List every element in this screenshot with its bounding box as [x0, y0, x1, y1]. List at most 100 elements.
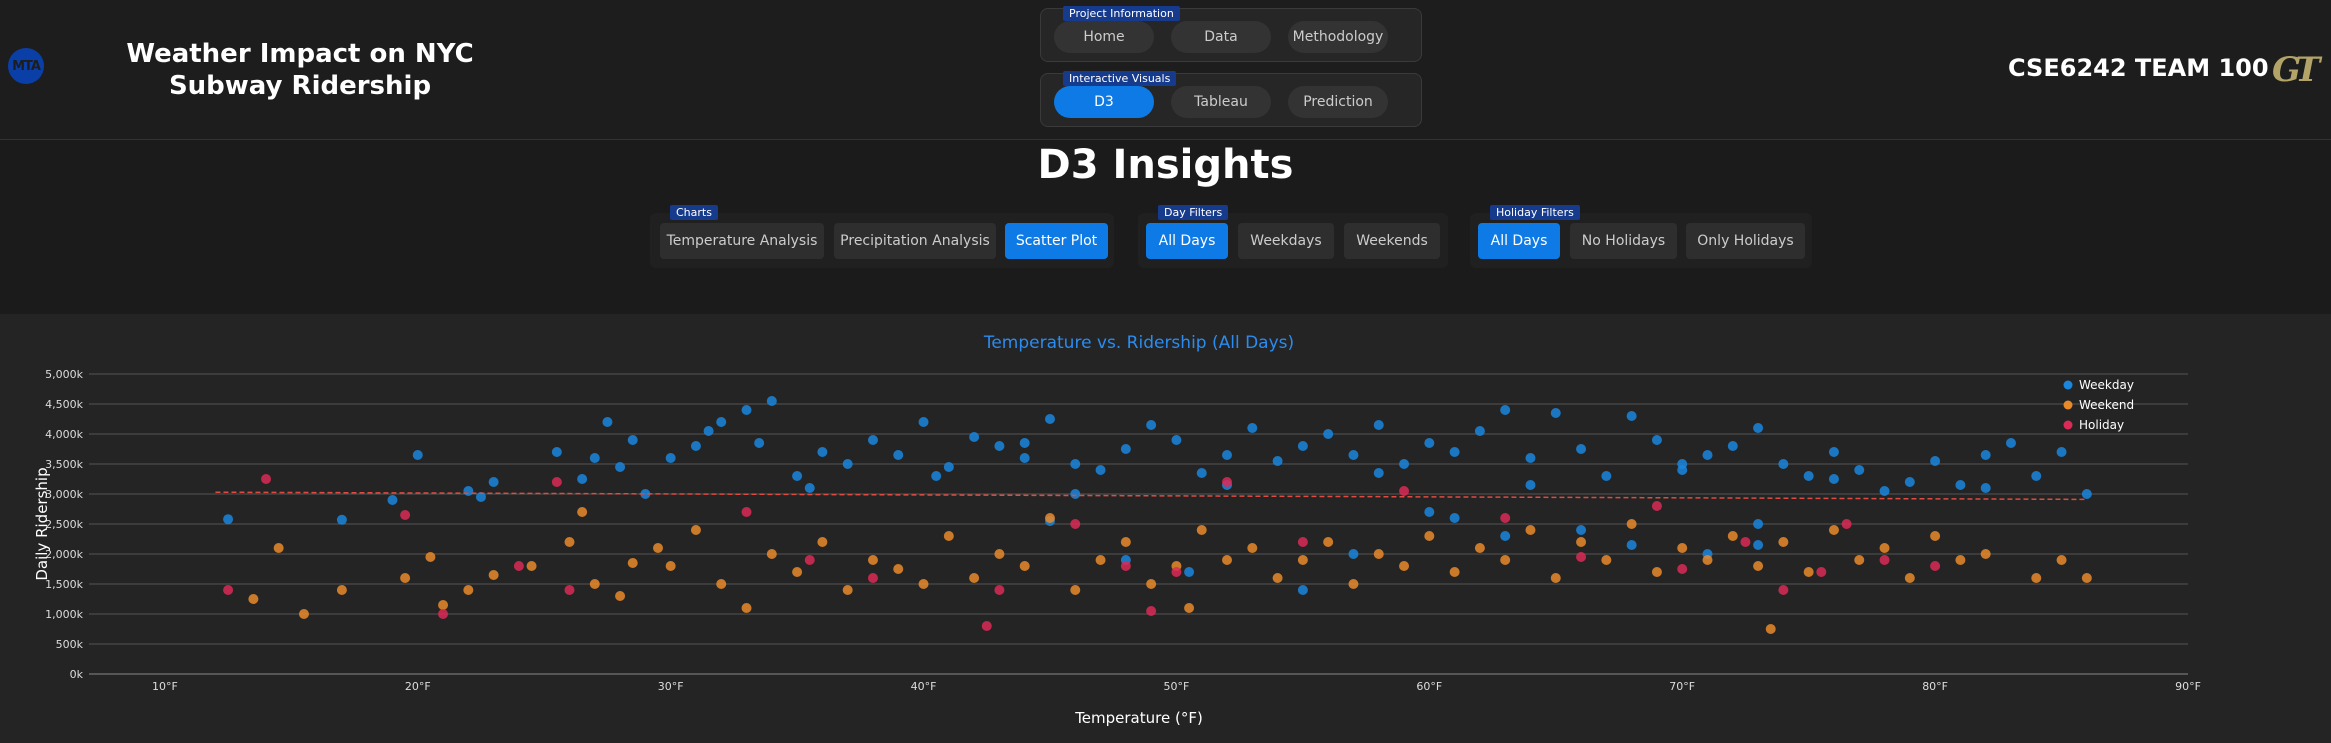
- weekend-point[interactable]: [438, 600, 449, 610]
- weekday-point[interactable]: [943, 462, 954, 472]
- weekday-point[interactable]: [412, 450, 423, 460]
- holiday-point[interactable]: [438, 609, 449, 619]
- weekend-point[interactable]: [336, 585, 347, 595]
- holiday-point[interactable]: [981, 621, 992, 631]
- weekend-point[interactable]: [1778, 537, 1789, 547]
- holiday-point[interactable]: [1778, 585, 1789, 595]
- weekend-point[interactable]: [918, 579, 929, 589]
- weekday-point[interactable]: [804, 483, 815, 493]
- weekday-point[interactable]: [1348, 450, 1359, 460]
- weekday-point[interactable]: [1626, 540, 1637, 550]
- weekday-point[interactable]: [1348, 549, 1359, 559]
- weekday-point[interactable]: [931, 471, 942, 481]
- weekday-point[interactable]: [665, 453, 676, 463]
- weekday-point[interactable]: [1171, 435, 1182, 445]
- weekend-point[interactable]: [2056, 555, 2067, 565]
- weekend-point[interactable]: [1601, 555, 1612, 565]
- weekday-point[interactable]: [1399, 459, 1410, 469]
- weekend-point[interactable]: [2031, 573, 2042, 583]
- holiday-point[interactable]: [261, 474, 272, 484]
- weekday-point[interactable]: [1803, 471, 1814, 481]
- weekend-point[interactable]: [627, 558, 638, 568]
- weekday-point[interactable]: [2056, 447, 2067, 457]
- nav-tableau-button[interactable]: Tableau: [1171, 86, 1271, 118]
- weekday-point[interactable]: [1323, 429, 1334, 439]
- weekday-point[interactable]: [1677, 465, 1688, 475]
- weekend-point[interactable]: [1955, 555, 1966, 565]
- weekday-point[interactable]: [1651, 435, 1662, 445]
- weekend-point[interactable]: [1120, 537, 1131, 547]
- weekday-point[interactable]: [1297, 441, 1308, 451]
- nav-data-button[interactable]: Data: [1171, 21, 1271, 53]
- weekend-point[interactable]: [1765, 624, 1776, 634]
- weekday-point[interactable]: [1272, 456, 1283, 466]
- weekday-point[interactable]: [1019, 453, 1030, 463]
- weekend-point[interactable]: [1500, 555, 1511, 565]
- weekday-point[interactable]: [1702, 450, 1713, 460]
- weekday-point[interactable]: [336, 514, 347, 525]
- weekend-point[interactable]: [943, 531, 954, 541]
- weekend-point[interactable]: [1449, 567, 1460, 577]
- weekday-point[interactable]: [716, 417, 727, 427]
- weekend-point[interactable]: [1196, 525, 1207, 535]
- weekday-point[interactable]: [627, 435, 638, 445]
- holiday-point[interactable]: [1222, 477, 1233, 487]
- weekend-point[interactable]: [653, 543, 664, 553]
- weekend-point[interactable]: [1854, 555, 1865, 565]
- weekday-point[interactable]: [1955, 480, 1966, 490]
- weekend-point[interactable]: [1095, 555, 1106, 565]
- weekend-point[interactable]: [248, 594, 259, 604]
- weekend-point[interactable]: [298, 609, 309, 619]
- weekend-point[interactable]: [1702, 555, 1713, 565]
- weekend-point[interactable]: [665, 561, 676, 571]
- holiday-point[interactable]: [513, 561, 524, 571]
- weekend-point[interactable]: [1247, 543, 1258, 553]
- weekend-point[interactable]: [766, 549, 777, 559]
- weekday-point[interactable]: [867, 435, 878, 445]
- weekday-point[interactable]: [690, 441, 701, 451]
- precipitation-analysis-button[interactable]: Precipitation Analysis: [834, 223, 996, 259]
- holiday-point[interactable]: [1070, 519, 1081, 529]
- weekend-point[interactable]: [1146, 579, 1157, 589]
- weekday-point[interactable]: [1601, 471, 1612, 481]
- weekday-point[interactable]: [1449, 447, 1460, 457]
- weekend-point[interactable]: [1323, 537, 1334, 547]
- only-holidays-button[interactable]: Only Holidays: [1686, 223, 1805, 259]
- holiday-all-days-button[interactable]: All Days: [1478, 223, 1560, 259]
- holiday-point[interactable]: [1930, 561, 1941, 571]
- weekend-point[interactable]: [1930, 531, 1941, 541]
- holiday-point[interactable]: [1120, 561, 1131, 571]
- holiday-point[interactable]: [867, 573, 878, 583]
- weekday-point[interactable]: [1727, 441, 1738, 451]
- weekday-point[interactable]: [2005, 438, 2016, 448]
- weekday-point[interactable]: [1930, 456, 1941, 466]
- weekend-point[interactable]: [1525, 525, 1536, 535]
- weekday-point[interactable]: [1525, 453, 1536, 463]
- weekend-point[interactable]: [488, 570, 499, 580]
- nav-methodology-button[interactable]: Methodology: [1288, 21, 1388, 53]
- weekday-point[interactable]: [1070, 489, 1081, 499]
- weekend-point[interactable]: [1576, 537, 1587, 547]
- temperature-analysis-button[interactable]: Temperature Analysis: [660, 223, 824, 259]
- weekday-point[interactable]: [1576, 444, 1587, 454]
- weekday-point[interactable]: [1753, 423, 1764, 433]
- holiday-point[interactable]: [1576, 552, 1587, 562]
- weekend-point[interactable]: [1474, 543, 1485, 553]
- weekday-point[interactable]: [1626, 411, 1637, 421]
- weekday-point[interactable]: [1500, 405, 1511, 415]
- weekday-point[interactable]: [754, 438, 765, 448]
- weekend-point[interactable]: [1828, 525, 1839, 535]
- weekend-point[interactable]: [589, 579, 600, 589]
- weekend-point[interactable]: [400, 573, 411, 583]
- weekend-point[interactable]: [969, 573, 980, 583]
- holiday-point[interactable]: [1841, 519, 1852, 529]
- weekday-point[interactable]: [475, 492, 486, 502]
- holiday-point[interactable]: [564, 585, 575, 595]
- weekday-point[interactable]: [1828, 474, 1839, 484]
- weekday-point[interactable]: [2081, 489, 2092, 499]
- weekday-point[interactable]: [1222, 450, 1233, 460]
- weekend-point[interactable]: [1424, 531, 1435, 541]
- holiday-point[interactable]: [741, 507, 752, 517]
- weekend-point[interactable]: [463, 585, 474, 595]
- weekday-point[interactable]: [842, 459, 853, 469]
